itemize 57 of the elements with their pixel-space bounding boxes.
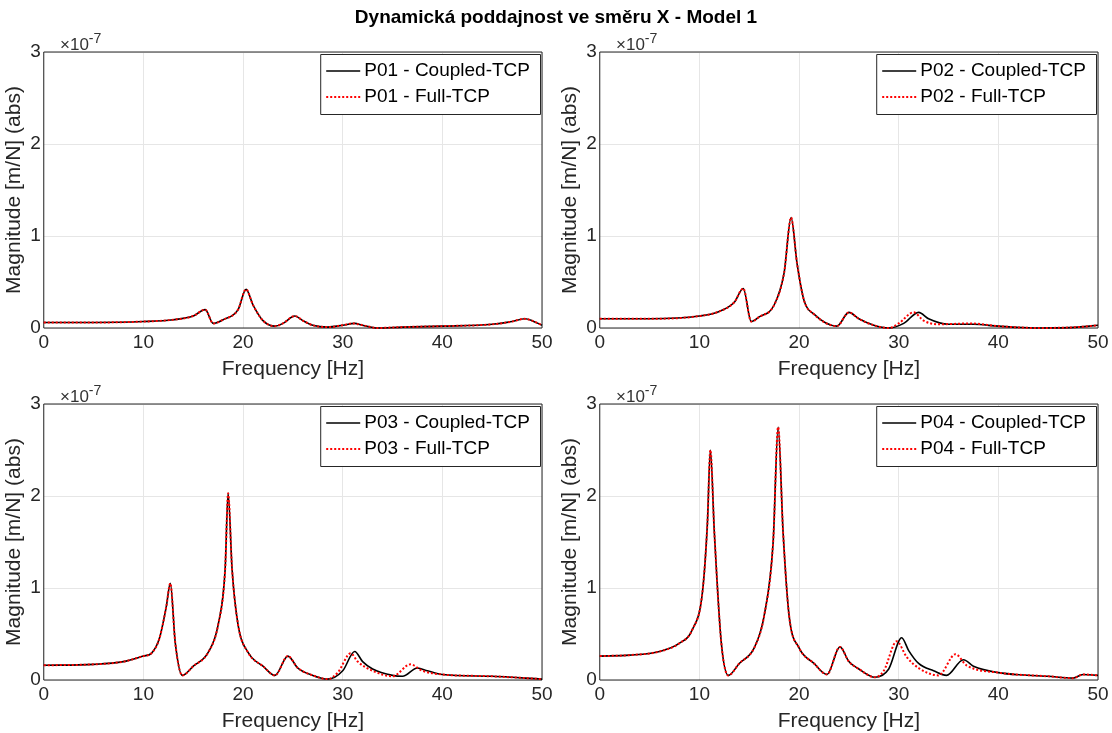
legend-label: P03 - Full-TCP (364, 437, 490, 459)
y-tick-label: 1 (586, 576, 597, 598)
legend-label: P01 - Full-TCP (364, 85, 490, 107)
chart-title: Dynamická poddajnost ve směru X - Model 1 (353, 6, 759, 28)
legend-label: P02 - Full-TCP (920, 85, 1046, 107)
x-tick-label: 30 (332, 330, 354, 352)
y-tick-label: 1 (586, 224, 597, 246)
y-tick-label: 0 (586, 668, 597, 690)
y-axis-title: Magnitude [m/N] (abs) (557, 86, 581, 294)
x-tick-label: 50 (531, 682, 553, 704)
x-tick-label: 50 (1087, 682, 1109, 704)
x-tick-label: 20 (232, 330, 254, 352)
y-axis-title: Magnitude [m/N] (abs) (1, 438, 25, 646)
y-axis-title: Magnitude [m/N] (abs) (557, 438, 581, 646)
legend-label: P01 - Coupled-TCP (364, 59, 530, 81)
legend-label: P04 - Full-TCP (920, 437, 1046, 459)
y-axis-title: Magnitude [m/N] (abs) (1, 86, 25, 294)
annotation: ×10$^{-7}$ (616, 30, 658, 55)
legend-label: P03 - Coupled-TCP (364, 411, 530, 433)
y-tick-label: 2 (586, 484, 597, 506)
legend-label: P04 - Coupled-TCP (920, 411, 1086, 433)
y-tick-label: 3 (30, 40, 41, 62)
x-tick-label: 20 (788, 330, 810, 352)
y-tick-label: 2 (586, 132, 597, 154)
x-tick-label: 50 (1087, 330, 1109, 352)
x-axis-title: Frequency [Hz] (777, 356, 921, 380)
x-tick-label: 40 (987, 682, 1009, 704)
y-tick-label: 3 (586, 40, 597, 62)
x-axis-title: Frequency [Hz] (221, 356, 365, 380)
x-tick-label: 40 (431, 682, 453, 704)
y-tick-label: 0 (586, 316, 597, 338)
annotation: ×10$^{-7}$ (60, 30, 102, 55)
x-tick-label: 20 (232, 682, 254, 704)
y-tick-label: 0 (30, 316, 41, 338)
annotation: ×10$^{-7}$ (616, 382, 658, 407)
x-tick-label: 50 (531, 330, 553, 352)
x-tick-label: 10 (132, 682, 154, 704)
y-tick-label: 2 (30, 484, 41, 506)
x-tick-label: 20 (788, 682, 810, 704)
x-tick-label: 30 (332, 682, 354, 704)
x-tick-label: 40 (987, 330, 1009, 352)
y-tick-label: 1 (30, 224, 41, 246)
x-tick-label: 10 (688, 682, 710, 704)
x-tick-label: 10 (132, 330, 154, 352)
x-axis-title: Frequency [Hz] (777, 708, 921, 732)
x-tick-label: 10 (688, 330, 710, 352)
y-tick-label: 0 (30, 668, 41, 690)
y-tick-label: 3 (30, 392, 41, 414)
legend-label: P02 - Coupled-TCP (920, 59, 1086, 81)
x-tick-label: 30 (888, 682, 910, 704)
annotation: ×10$^{-7}$ (60, 382, 102, 407)
y-tick-label: 3 (586, 392, 597, 414)
x-tick-label: 30 (888, 330, 910, 352)
x-tick-label: 40 (431, 330, 453, 352)
y-tick-label: 1 (30, 576, 41, 598)
y-tick-label: 2 (30, 132, 41, 154)
x-axis-title: Frequency [Hz] (221, 708, 365, 732)
